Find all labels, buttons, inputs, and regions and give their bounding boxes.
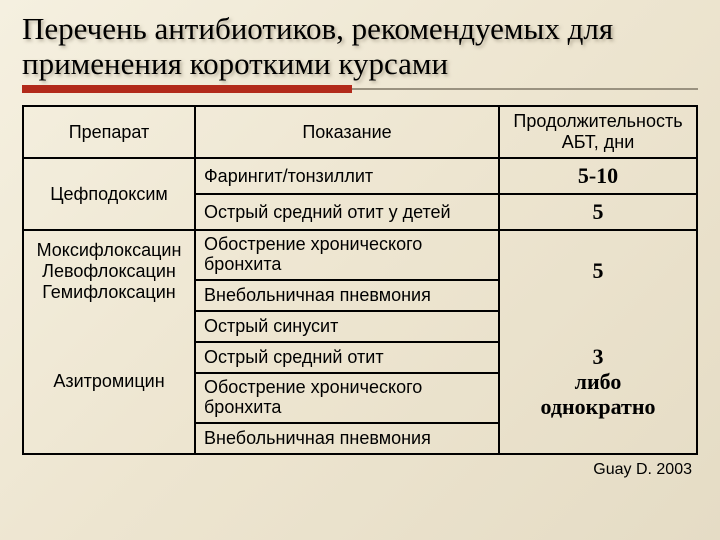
- table-row: Азитромицин Острый синусит 3 либо однокр…: [23, 311, 697, 342]
- duration-cell: 5-10: [499, 158, 697, 194]
- citation: Guay D. 2003: [22, 461, 692, 479]
- indication-cell: Внебольничная пневмония: [195, 423, 499, 454]
- col-header-duration: Продолжительность АБТ, дни: [499, 106, 697, 158]
- duration-cell: 3 либо однократно: [499, 311, 697, 454]
- indication-cell: Острый средний отит: [195, 342, 499, 373]
- duration-value: либо: [508, 369, 688, 394]
- indication-cell: Фарингит/тонзиллит: [195, 158, 499, 194]
- col-header-indication: Показание: [195, 106, 499, 158]
- indication-cell: Обострение хронического бронхита: [195, 230, 499, 280]
- indication-cell: Острый средний отит у детей: [195, 194, 499, 230]
- title-rule: [22, 85, 698, 95]
- indication-cell: Внебольничная пневмония: [195, 280, 499, 311]
- drug-cell: Азитромицин: [23, 311, 195, 454]
- duration-value: 3: [508, 344, 688, 369]
- slide-title: Перечень антибиотиков, рекомендуемых для…: [22, 12, 698, 81]
- col-header-drug: Препарат: [23, 106, 195, 158]
- antibiotics-table: Препарат Показание Продолжительность АБТ…: [22, 105, 698, 454]
- duration-value: однократно: [508, 394, 688, 419]
- table-row: Моксифлоксацин Левофлоксацин Гемифлоксац…: [23, 230, 697, 280]
- drug-cell: Моксифлоксацин Левофлоксацин Гемифлоксац…: [23, 230, 195, 311]
- drug-name: Моксифлоксацин: [32, 240, 186, 261]
- indication-cell: Острый синусит: [195, 311, 499, 342]
- table-row: Цефподоксим Фарингит/тонзиллит 5-10: [23, 158, 697, 194]
- duration-cell: 5: [499, 230, 697, 311]
- duration-cell: 5: [499, 194, 697, 230]
- drug-name: Гемифлоксацин: [32, 282, 186, 303]
- indication-cell: Обострение хронического бронхита: [195, 373, 499, 423]
- drug-cell: Цефподоксим: [23, 158, 195, 230]
- drug-name: Левофлоксацин: [32, 261, 186, 282]
- table-header-row: Препарат Показание Продолжительность АБТ…: [23, 106, 697, 158]
